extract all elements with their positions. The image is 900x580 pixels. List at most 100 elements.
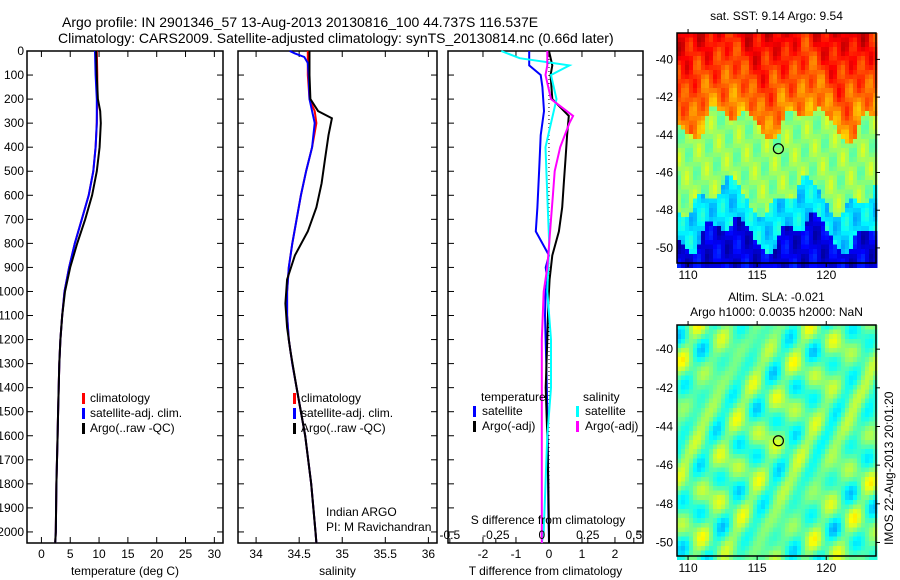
map-cell [733,157,738,163]
map-cell [725,352,730,358]
map-cell [685,329,690,335]
map-cell [793,449,798,455]
map-cell [685,440,690,446]
map-cell [845,352,850,358]
map-cell [685,338,690,344]
map-cell [829,338,834,344]
map-cell [769,325,774,331]
map-cell [793,518,798,524]
map-cell [845,56,850,62]
map-cell [713,481,718,487]
map-cell [857,37,862,43]
map-cell [753,207,758,213]
map-cell [785,490,790,496]
map-cell [689,366,694,372]
map-cell [769,394,774,400]
map-cell [829,244,834,250]
map-cell [789,352,794,358]
map-cell [693,426,698,432]
map-cell [789,230,794,236]
map-cell [757,88,762,94]
map-cell [861,157,866,163]
map-cell [869,398,874,404]
map-cell [837,69,842,75]
map-cell [809,235,814,241]
map-cell [825,60,830,66]
map-cell [837,430,842,436]
map-cell [713,175,718,181]
map-cell [837,194,842,200]
map-cell [785,444,790,450]
map-cell [757,458,762,464]
map-cell [809,361,814,367]
map-cell [777,394,782,400]
map-cell [861,244,866,250]
map-cell [829,175,834,181]
map-cell [857,249,862,255]
map-cell [701,398,706,404]
map-cell [701,509,706,515]
map-cell [825,253,830,259]
map-cell [697,435,702,441]
map-cell [721,490,726,496]
map-cell [761,495,766,501]
map-cell [745,157,750,163]
map-cell [729,421,734,427]
map-cell [789,180,794,186]
map-cell [689,83,694,89]
map-cell [737,106,742,112]
map-cell [805,389,810,395]
map-cell [841,152,846,158]
map-cell [865,221,870,227]
map-cell [749,412,754,418]
map-cell [841,125,846,131]
map-cell [781,244,786,250]
map-cell [789,384,794,390]
map-cell [713,435,718,441]
map-cell [801,120,806,126]
map-cell [853,134,858,140]
map-cell [777,148,782,154]
map-cell [725,60,730,66]
map-cell [793,495,798,501]
map-cell [817,83,822,89]
map-cell [837,329,842,335]
map-cell [725,106,730,112]
map-cell [753,51,758,57]
map-cell [733,380,738,386]
map-cell [821,198,826,204]
map-cell [729,449,734,455]
map-cell [841,348,846,354]
map-cell [761,426,766,432]
map-cell [785,143,790,149]
map-cell [713,198,718,204]
map-cell [689,42,694,48]
map-cell [709,389,714,395]
map-cell [757,435,762,441]
map-cell [769,37,774,43]
map-cell [837,51,842,57]
map-cell [737,46,742,52]
map-cell [849,338,854,344]
map-cell [701,518,706,524]
map-cell [781,449,786,455]
map-cell [757,412,762,418]
map-cell [745,92,750,98]
map-cell [677,240,682,246]
map-cell [681,65,686,71]
map-cell [777,138,782,144]
map-cell [865,421,870,427]
map-cell [829,88,834,94]
map-cell [741,240,746,246]
map-cell [693,361,698,367]
map-cell [709,403,714,409]
map-cell [769,403,774,409]
map-cell [849,440,854,446]
map-cell [809,463,814,469]
map-cell [789,212,794,218]
map-cell [861,407,866,413]
map-cell [841,504,846,510]
map-cell [697,343,702,349]
map-cell [685,134,690,140]
map-cell [689,207,694,213]
